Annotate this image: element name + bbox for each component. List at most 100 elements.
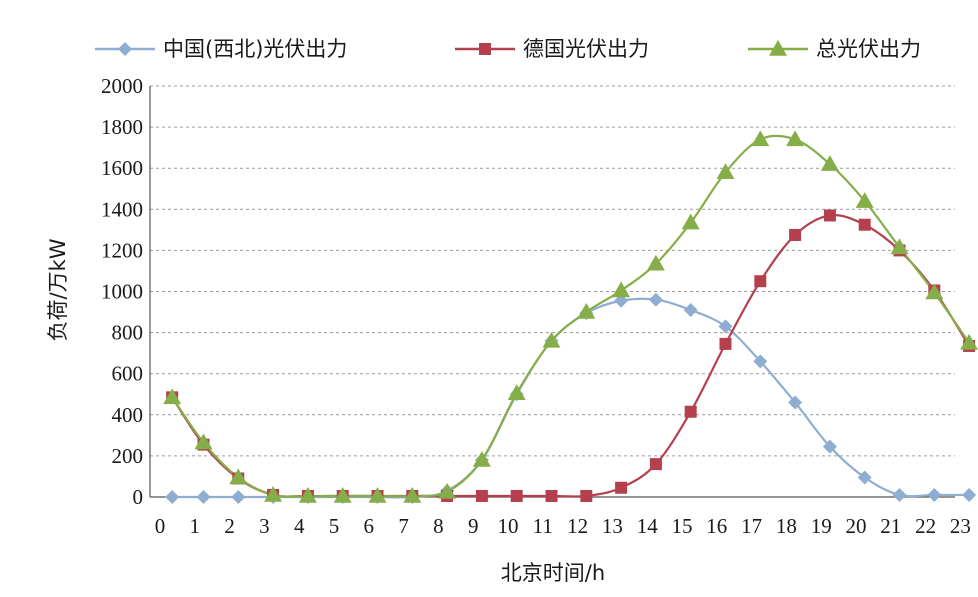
data-point-square	[545, 489, 558, 502]
x-tick-label: 2	[224, 514, 235, 538]
data-point-triangle	[298, 486, 317, 503]
x-tick-label: 8	[433, 514, 444, 538]
data-point-square	[754, 275, 767, 288]
data-point-square	[684, 405, 697, 418]
x-tick-label: 3	[259, 514, 270, 538]
data-point-triangle	[646, 254, 665, 271]
data-point-diamond	[753, 354, 768, 369]
x-tick-label: 10	[498, 514, 519, 538]
data-point-square	[858, 218, 871, 231]
series-markers	[163, 130, 978, 504]
data-point-square	[789, 228, 802, 241]
x-tick-label: 11	[533, 514, 553, 538]
legend-marker-triangle	[769, 40, 787, 56]
x-tick-label: 21	[880, 514, 901, 538]
data-point-diamond	[822, 439, 837, 454]
data-point-diamond	[165, 490, 180, 504]
y-tick-label: 1600	[101, 156, 143, 180]
data-point-square	[510, 489, 523, 502]
legend-label: 德国光伏出力	[523, 37, 649, 61]
data-point-triangle	[820, 155, 839, 171]
data-point-triangle	[333, 486, 352, 503]
data-point-triangle	[507, 384, 526, 400]
legend: 中国(西北)光伏出力 德国光伏出力 总光伏出力	[95, 37, 921, 61]
x-tick-label: 20	[846, 514, 867, 538]
data-point-triangle	[403, 486, 422, 503]
data-point-triangle	[855, 192, 874, 208]
y-tick-label: 0	[133, 485, 144, 509]
data-point-triangle	[960, 333, 978, 350]
data-point-triangle	[925, 283, 944, 300]
data-point-triangle	[542, 331, 561, 348]
y-tick-label: 1400	[101, 197, 143, 221]
data-point-triangle	[438, 482, 457, 499]
y-tick-labels: 0 200 400 600 800 1000 1200 1400 1600 1800 2000	[101, 74, 143, 509]
x-tick-label: 9	[468, 514, 479, 538]
x-tick-label: 14	[637, 514, 659, 538]
data-point-triangle	[786, 130, 805, 147]
data-point-triangle	[229, 468, 248, 485]
x-tick-label: 0	[155, 514, 166, 538]
x-tick-labels: 0 1 2 3 4 5 6 7 8 9 10 11 12 13 14 15 16 17 18 19 20 21 22 23	[155, 514, 971, 538]
legend-marker-square	[479, 43, 491, 55]
y-tick-label: 200	[112, 444, 144, 468]
x-tick-label: 23	[950, 514, 971, 538]
data-point-diamond	[683, 302, 698, 317]
y-tick-label: 1000	[101, 280, 143, 304]
legend-marker-diamond	[118, 42, 132, 56]
data-point-triangle	[163, 388, 182, 405]
data-point-diamond	[648, 292, 663, 307]
x-tick-label: 4	[294, 514, 305, 538]
data-point-triangle	[612, 281, 631, 298]
data-point-triangle	[577, 303, 596, 319]
y-tick-label: 1800	[101, 115, 143, 139]
y-tick-label: 2000	[101, 74, 143, 98]
y-tick-label: 400	[112, 403, 144, 427]
data-point-diamond	[962, 487, 977, 502]
data-point-diamond	[788, 395, 803, 410]
x-tick-label: 18	[776, 514, 797, 538]
legend-label: 总光伏出力	[816, 37, 921, 61]
x-tick-label: 13	[602, 514, 623, 538]
data-point-triangle	[194, 433, 213, 450]
data-point-triangle	[716, 163, 735, 180]
data-point-square	[475, 489, 488, 502]
data-point-diamond	[231, 490, 246, 504]
y-tick-label: 600	[112, 362, 144, 386]
data-point-triangle	[264, 485, 283, 502]
data-point-square	[649, 458, 662, 471]
data-point-diamond	[857, 470, 872, 485]
data-point-triangle	[890, 238, 909, 255]
data-point-diamond	[927, 487, 942, 502]
x-tick-label: 12	[567, 514, 588, 538]
series-lines	[171, 134, 971, 499]
series-line-triangle	[171, 134, 971, 498]
data-point-triangle	[751, 130, 770, 147]
x-tick-label: 6	[364, 514, 375, 538]
data-point-triangle	[368, 486, 387, 503]
y-tick-label: 1200	[101, 238, 143, 262]
data-point-diamond	[614, 293, 629, 308]
x-tick-label: 1	[190, 514, 201, 538]
data-point-square	[615, 481, 628, 494]
x-axis-title: 北京时间/h	[501, 561, 605, 585]
data-point-square	[823, 209, 836, 222]
data-point-square	[719, 337, 732, 350]
legend-label: 中国(西北)光伏出力	[163, 37, 347, 61]
y-tick-label: 800	[112, 321, 144, 345]
y-axis-title: 负荷/万kW	[46, 238, 70, 341]
x-tick-label: 15	[672, 514, 693, 538]
data-point-diamond	[892, 487, 907, 502]
data-point-triangle	[472, 451, 491, 467]
series-line-diamond	[172, 297, 970, 499]
data-point-diamond	[196, 490, 211, 504]
x-tick-label: 22	[915, 514, 936, 538]
series-line-square	[171, 214, 971, 498]
x-tick-label: 5	[329, 514, 340, 538]
grid-lines	[150, 85, 955, 457]
x-tick-label: 19	[811, 514, 832, 538]
x-tick-label: 17	[741, 514, 762, 538]
x-tick-label: 16	[706, 514, 727, 538]
data-point-square	[580, 489, 593, 502]
